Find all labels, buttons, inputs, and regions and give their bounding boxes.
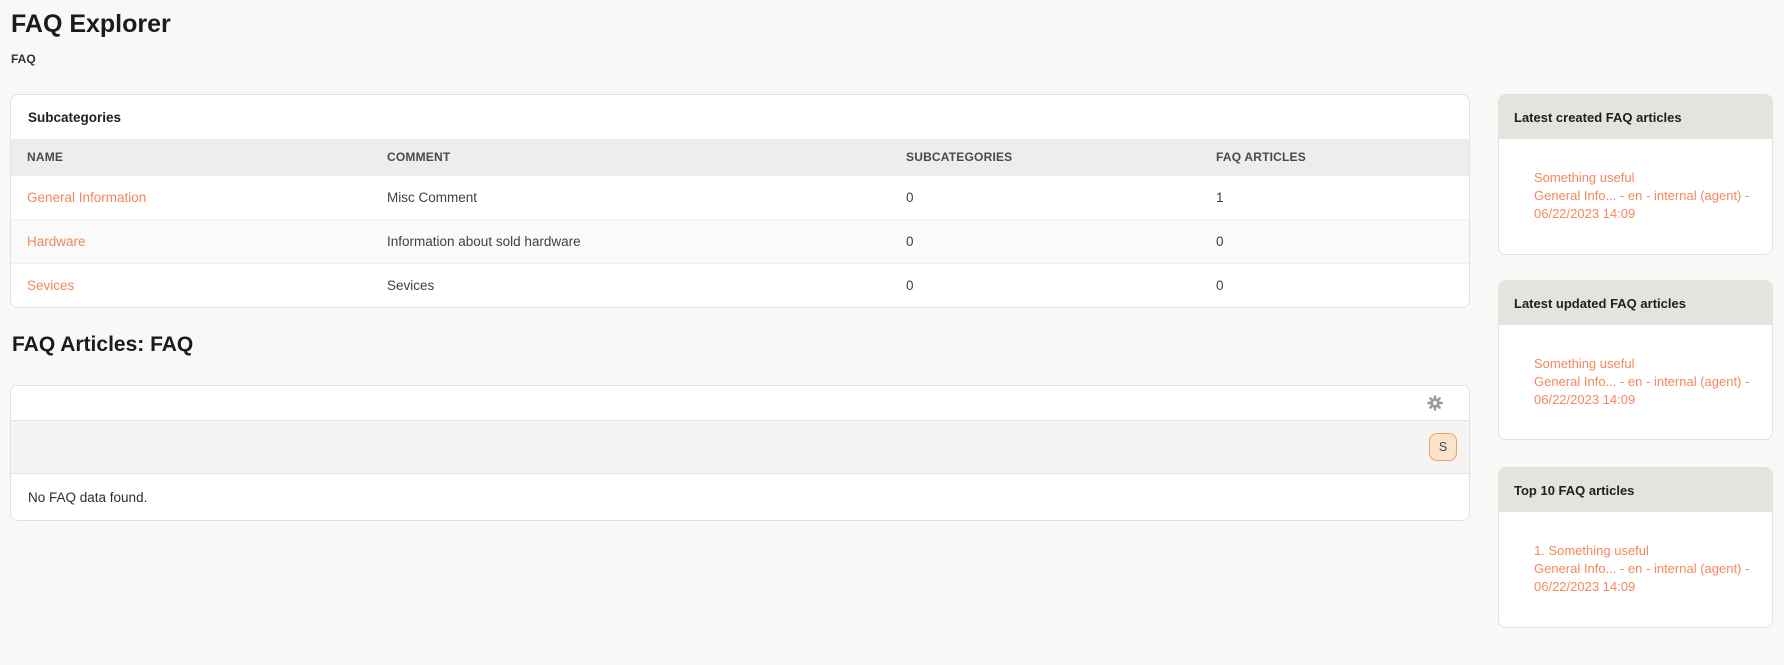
column-header-comment[interactable]: COMMENT [371,139,890,176]
faq-article-link-meta: General Info... - en - internal (agent) … [1534,188,1750,221]
table-row: Sevices Sevices 0 0 [11,263,1469,307]
faq-articles-table-header [11,386,1469,421]
table-header-row: NAME COMMENT SUBCATEGORIES FAQ ARTICLES [11,139,1469,176]
table-row: Hardware Information about sold hardware… [11,219,1469,264]
page-title: FAQ Explorer [11,10,171,38]
category-comment: Misc Comment [371,175,890,220]
breadcrumb[interactable]: FAQ [11,52,36,66]
category-comment: Sevices [371,263,890,307]
faq-article-link[interactable]: Something useful General Info... - en - … [1534,355,1754,409]
category-comment: Information about sold hardware [371,219,890,264]
faq-article-link-meta: General Info... - en - internal (agent) … [1534,561,1750,594]
category-article-count: 1 [1200,175,1469,220]
empty-table-message: No FAQ data found. [11,474,1469,520]
category-subcategory-count: 0 [890,175,1200,220]
category-link[interactable]: Hardware [27,234,86,249]
column-header-faq-articles[interactable]: FAQ ARTICLES [1200,139,1469,176]
faq-article-link[interactable]: 1. Something useful General Info... - en… [1534,542,1754,596]
faq-article-link[interactable]: Something useful General Info... - en - … [1534,169,1754,223]
sidebar-box-title: Latest created FAQ articles [1499,95,1772,139]
faq-article-link-meta: General Info... - en - internal (agent) … [1534,374,1750,407]
subcategories-widget: Subcategories NAME COMMENT SUBCATEGORIES… [10,94,1470,308]
latest-created-faq-articles-box: Latest created FAQ articles Something us… [1498,94,1773,255]
category-link[interactable]: General Information [27,190,147,205]
sidebar-box-title: Latest updated FAQ articles [1499,281,1772,325]
faq-articles-filter-row: S [11,421,1469,474]
category-link[interactable]: Sevices [27,278,75,293]
category-article-count: 0 [1200,263,1469,307]
subcategories-table: NAME COMMENT SUBCATEGORIES FAQ ARTICLES … [11,139,1469,307]
faq-article-link-title: Something useful [1534,356,1635,371]
sidebar-box-title: Top 10 FAQ articles [1499,468,1772,512]
category-article-count: 0 [1200,219,1469,264]
subcategories-widget-title: Subcategories [28,110,122,125]
top-10-faq-articles-box: Top 10 FAQ articles 1. Something useful … [1498,467,1773,628]
faq-article-link-title: Something useful [1534,170,1635,185]
category-subcategory-count: 0 [890,219,1200,264]
latest-updated-faq-articles-box: Latest updated FAQ articles Something us… [1498,280,1773,440]
category-subcategory-count: 0 [890,263,1200,307]
faq-articles-widget: S No FAQ data found. [10,385,1470,521]
faq-articles-section-title: FAQ Articles: FAQ [12,333,194,356]
faq-article-link-title: 1. Something useful [1534,543,1649,558]
table-row: General Information Misc Comment 0 1 [11,175,1469,220]
column-header-name[interactable]: NAME [11,139,371,176]
gear-icon[interactable] [1427,395,1443,411]
column-header-subcategories[interactable]: SUBCATEGORIES [890,139,1200,176]
column-filter-button[interactable]: S [1429,433,1457,461]
